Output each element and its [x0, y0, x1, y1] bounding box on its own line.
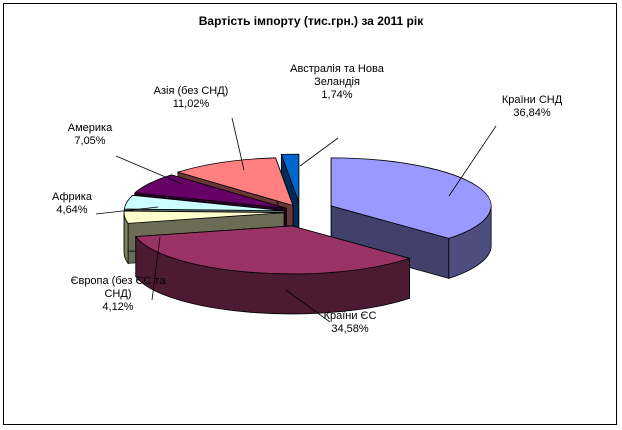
- slice-africa: [123, 194, 285, 212]
- data-label-cis: Країни СНД 36,84%: [502, 94, 563, 119]
- chart-title: Вартість імпорту (тис.грн.) за 2011 рік: [198, 14, 424, 28]
- leader-line-africa: [95, 206, 159, 215]
- data-label-australia: Австралія та Нова Зеландія 1,74%: [290, 63, 385, 101]
- leader-line-cis: [448, 125, 497, 197]
- slice-eu: [135, 225, 411, 275]
- data-label-africa: Африка 4,64%: [52, 191, 93, 216]
- leader-line-europe-other: [151, 236, 161, 301]
- leader-line-australia: [299, 137, 339, 167]
- data-label-europe-other: Європа (без ЄС та СНД) 4,12%: [71, 275, 167, 313]
- slice-australia: [280, 153, 300, 203]
- data-label-america: Америка 7,05%: [68, 122, 113, 147]
- data-label-asia: Азія (без СНД) 11,02%: [154, 85, 229, 110]
- slice-asia: [176, 157, 294, 207]
- leader-line-asia: [231, 117, 245, 171]
- leader-line-america: [115, 155, 183, 185]
- slice-america: [133, 174, 287, 209]
- chart-area: [3, 3, 617, 425]
- leader-line-eu: [285, 289, 331, 323]
- slice-cis: [330, 157, 492, 239]
- data-label-eu: Країни ЄС 34,58%: [324, 310, 377, 335]
